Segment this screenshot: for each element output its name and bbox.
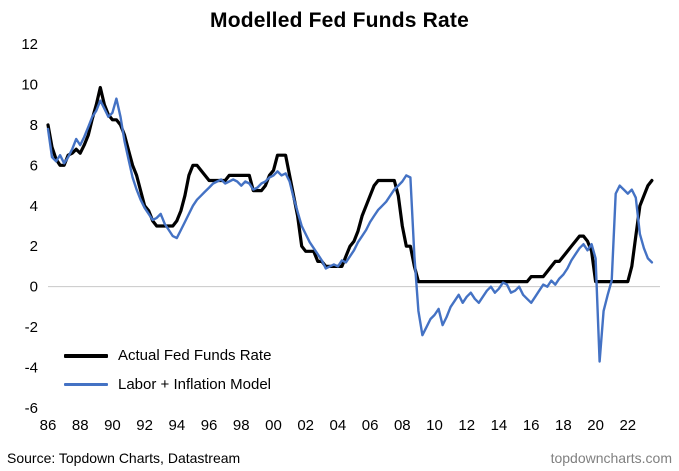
legend: Actual Fed Funds Rate Labor + Inflation …	[64, 341, 271, 399]
x-tick-label: 04	[330, 417, 347, 434]
legend-label-actual: Actual Fed Funds Rate	[118, 347, 272, 364]
y-tick-label: 10	[21, 76, 38, 93]
y-tick-label: 2	[30, 238, 38, 255]
x-tick-label: 98	[233, 417, 250, 434]
x-tick-label: 06	[362, 417, 379, 434]
series-line-0	[46, 85, 654, 284]
legend-line-model-icon	[64, 383, 108, 386]
x-tick-label: 00	[265, 417, 282, 434]
y-tick-label: 4	[30, 198, 38, 215]
chart-title: Modelled Fed Funds Rate	[210, 9, 469, 32]
x-tick-label: 14	[491, 417, 508, 434]
x-tick-label: 12	[458, 417, 475, 434]
x-tick-label: 86	[40, 417, 57, 434]
y-tick-label: -6	[25, 400, 38, 417]
legend-item-model: Labor + Inflation Model	[64, 370, 271, 399]
y-tick-label: 12	[21, 36, 38, 53]
legend-line-actual-icon	[64, 353, 108, 358]
y-tick-label: 8	[30, 117, 38, 134]
legend-item-actual: Actual Fed Funds Rate	[64, 341, 271, 370]
x-tick-label: 02	[297, 417, 314, 434]
y-tick-label: -2	[25, 319, 38, 336]
watermark-text: topdowncharts.com	[550, 450, 672, 466]
y-tick-label: 0	[30, 279, 38, 296]
x-tick-label: 08	[394, 417, 411, 434]
x-tick-label: 94	[168, 417, 185, 434]
y-tick-label: -4	[25, 360, 38, 377]
x-tick-label: 10	[426, 417, 443, 434]
x-tick-label: 90	[104, 417, 121, 434]
footer: Source: Topdown Charts, Datastream topdo…	[7, 450, 672, 466]
x-tick-label: 88	[72, 417, 89, 434]
legend-label-model: Labor + Inflation Model	[118, 376, 272, 393]
x-tick-label: 22	[619, 417, 636, 434]
x-tick-label: 20	[587, 417, 604, 434]
x-tick-label: 16	[523, 417, 540, 434]
x-tick-label: 18	[555, 417, 572, 434]
series-line-1	[46, 97, 654, 363]
x-tick-label: 92	[136, 417, 153, 434]
x-tick-label: 96	[201, 417, 218, 434]
y-tick-label: 6	[30, 157, 38, 174]
source-text: Source: Topdown Charts, Datastream	[7, 450, 241, 466]
